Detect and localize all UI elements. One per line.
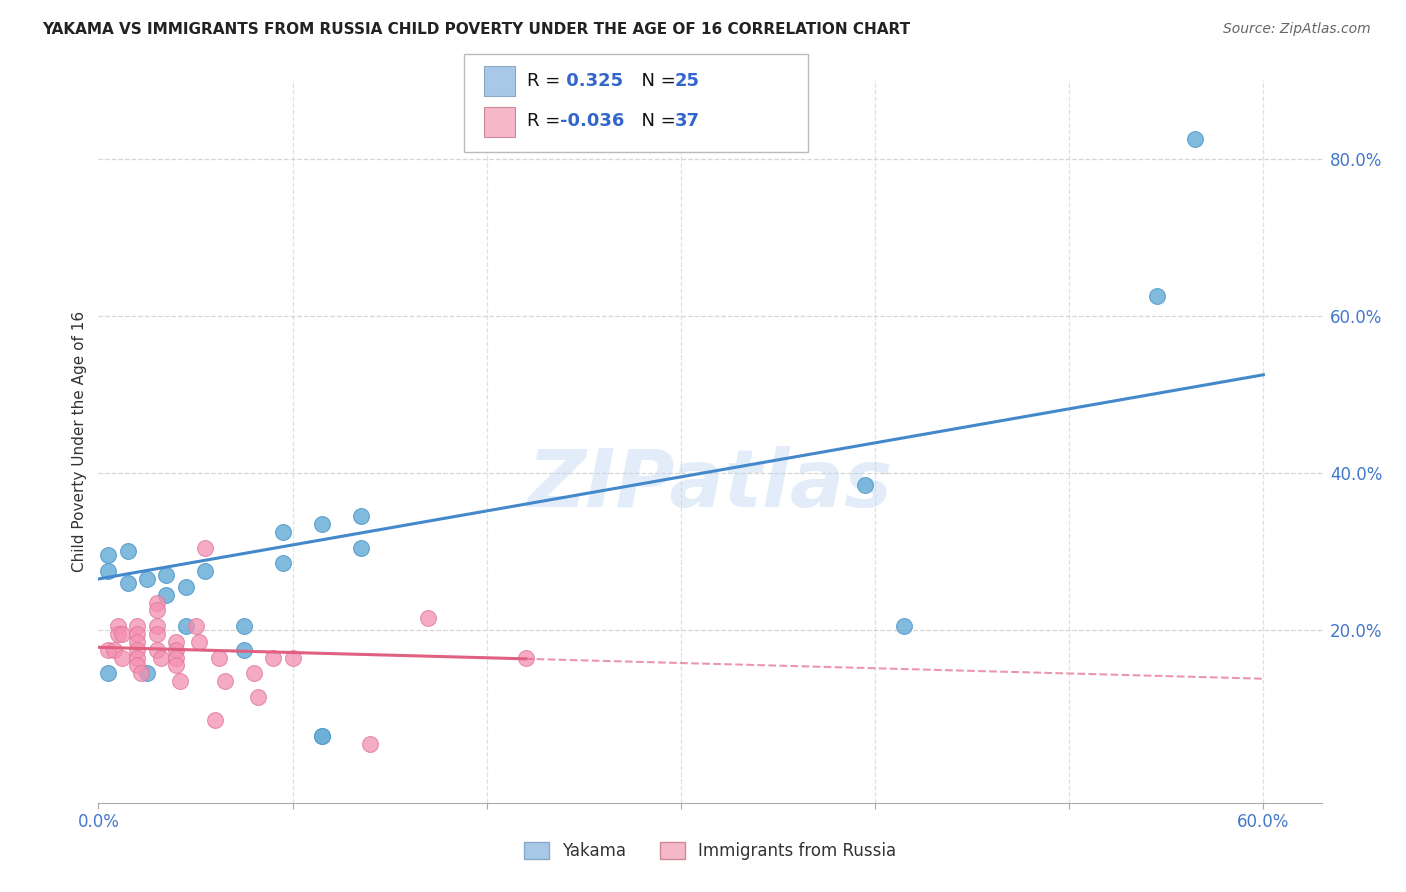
Point <box>184 619 207 633</box>
Text: -0.036: -0.036 <box>560 112 624 129</box>
Point <box>127 658 149 673</box>
Text: ZIPatlas: ZIPatlas <box>527 446 893 524</box>
Point <box>165 635 187 649</box>
Point <box>311 729 333 743</box>
Point <box>194 541 217 555</box>
Point <box>165 650 187 665</box>
Point <box>233 642 256 657</box>
Point <box>169 674 191 689</box>
Point <box>311 729 333 743</box>
Point <box>1184 132 1206 146</box>
Point <box>349 509 371 524</box>
Point <box>127 619 149 633</box>
Point <box>145 595 167 609</box>
Point <box>145 627 167 641</box>
Point <box>262 650 284 665</box>
Text: YAKAMA VS IMMIGRANTS FROM RUSSIA CHILD POVERTY UNDER THE AGE OF 16 CORRELATION C: YAKAMA VS IMMIGRANTS FROM RUSSIA CHILD P… <box>42 22 910 37</box>
Text: Source: ZipAtlas.com: Source: ZipAtlas.com <box>1223 22 1371 37</box>
Point <box>165 658 187 673</box>
Point <box>174 619 197 633</box>
Point <box>188 635 211 649</box>
Point <box>103 642 125 657</box>
Point <box>204 714 226 728</box>
Point <box>111 627 134 641</box>
Point <box>127 635 149 649</box>
Point <box>214 674 236 689</box>
Point <box>127 642 149 657</box>
Point <box>311 516 333 531</box>
Point <box>111 650 134 665</box>
Text: 25: 25 <box>675 72 700 90</box>
Point <box>281 650 304 665</box>
Point <box>97 564 120 578</box>
Point <box>117 575 139 590</box>
Point <box>117 544 139 558</box>
Point <box>145 619 167 633</box>
Point <box>515 650 537 665</box>
Point <box>233 619 256 633</box>
Text: N =: N = <box>630 112 682 129</box>
Point <box>107 627 129 641</box>
Point <box>136 572 159 586</box>
Point <box>145 603 167 617</box>
Point <box>127 650 149 665</box>
Legend: Yakama, Immigrants from Russia: Yakama, Immigrants from Russia <box>517 835 903 867</box>
Point <box>271 524 294 539</box>
Point <box>418 611 440 625</box>
Point <box>155 568 177 582</box>
Point <box>349 541 371 555</box>
Point <box>271 556 294 570</box>
Point <box>107 619 129 633</box>
Point <box>149 650 172 665</box>
Point <box>208 650 231 665</box>
Point <box>174 580 197 594</box>
Text: 0.325: 0.325 <box>560 72 623 90</box>
Point <box>97 642 120 657</box>
Point <box>242 666 264 681</box>
Point <box>194 564 217 578</box>
Y-axis label: Child Poverty Under the Age of 16: Child Poverty Under the Age of 16 <box>72 311 87 572</box>
Point <box>129 666 152 681</box>
Point <box>97 666 120 681</box>
Point <box>246 690 269 704</box>
Point <box>155 588 177 602</box>
Point <box>853 477 876 491</box>
Text: R =: R = <box>527 72 567 90</box>
Point <box>359 737 381 751</box>
Text: 37: 37 <box>675 112 700 129</box>
Point <box>145 642 167 657</box>
Point <box>136 666 159 681</box>
Point <box>893 619 915 633</box>
Point <box>127 627 149 641</box>
Text: R =: R = <box>527 112 567 129</box>
Point <box>1146 289 1168 303</box>
Text: N =: N = <box>630 72 682 90</box>
Point <box>97 549 120 563</box>
Point <box>165 642 187 657</box>
